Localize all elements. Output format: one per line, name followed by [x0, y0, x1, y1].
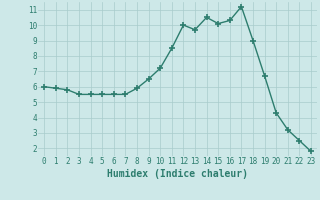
X-axis label: Humidex (Indice chaleur): Humidex (Indice chaleur)	[107, 169, 248, 179]
